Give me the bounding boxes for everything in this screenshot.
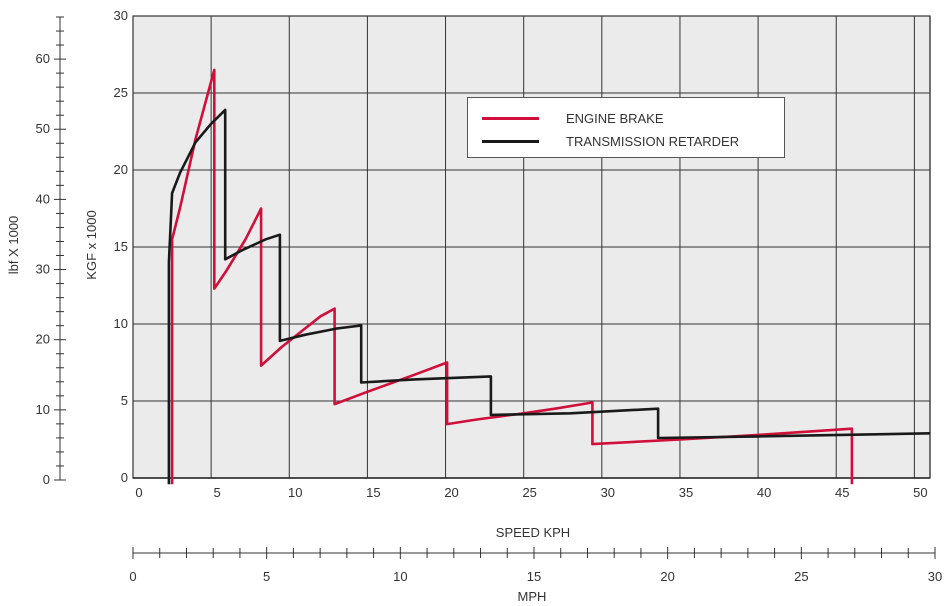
lbf-tick-label-20: 20 <box>36 332 50 347</box>
lbf-tick-label-30: 30 <box>36 262 50 277</box>
mph-tick-label-15: 15 <box>527 569 541 584</box>
mph-tick-label-30: 30 <box>928 569 942 584</box>
lbf-tick-label-10: 10 <box>36 402 50 417</box>
lbf-axis-label: lbf X 1000 <box>6 216 21 275</box>
series-line-transmission-retarder <box>167 108 931 485</box>
mph-tick-label-10: 10 <box>393 569 407 584</box>
lbf-tick-label-0: 0 <box>43 472 50 487</box>
x-tick-label-50: 50 <box>913 485 927 500</box>
mph-tick-label-25: 25 <box>794 569 808 584</box>
x-tick-label-30: 30 <box>601 485 615 500</box>
mph-tick-label-20: 20 <box>660 569 674 584</box>
tick-labels: 0 5 10 15 20 25 30 35 40 45 5005101520253001020304… <box>36 8 943 584</box>
mph-tick-label-5: 5 <box>263 569 270 584</box>
series-line-engine-brake <box>170 68 854 485</box>
x-tick-label-40: 40 <box>757 485 771 500</box>
y-tick-label-30: 30 <box>114 8 128 23</box>
x-tick-label-45: 45 <box>835 485 849 500</box>
lbf-tick-label-40: 40 <box>36 191 50 206</box>
y-tick-label-15: 15 <box>114 239 128 254</box>
grid <box>132 15 931 479</box>
x-tick-label-10: 10 <box>288 485 302 500</box>
lbf-tick-label-50: 50 <box>36 121 50 136</box>
x-axis-label: SPEED KPH <box>496 525 570 540</box>
x-tick-label-15: 15 <box>366 485 380 500</box>
y-tick-label-5: 5 <box>121 393 128 408</box>
lbf-tick-label-60: 60 <box>36 51 50 66</box>
legend-label-transmission-retarder: TRANSMISSION RETARDER <box>566 133 740 149</box>
y-tick-label-20: 20 <box>114 162 128 177</box>
y-tick-label-25: 25 <box>114 85 128 100</box>
legend-label-engine-brake: ENGINE BRAKE <box>566 110 664 126</box>
y-axis-label: KGF x 1000 <box>84 210 99 279</box>
axes <box>54 16 936 559</box>
mph-axis-label: MPH <box>518 589 547 604</box>
legend-swatch-transmission-retarder <box>482 139 539 143</box>
series-lines <box>167 68 931 485</box>
x-tick-label-5: 5 <box>214 485 221 500</box>
x-tick-label-20: 20 <box>444 485 458 500</box>
y-tick-label-10: 10 <box>114 316 128 331</box>
x-tick-label-0: 0 <box>135 485 142 500</box>
x-tick-label-35: 35 <box>679 485 693 500</box>
mph-tick-label-0: 0 <box>129 569 136 584</box>
legend: ENGINE BRAKE TRANSMISSION RETARDER <box>467 97 785 158</box>
y-tick-label-0: 0 <box>121 470 128 485</box>
legend-swatch-engine-brake <box>482 116 539 120</box>
x-tick-label-25: 25 <box>522 485 536 500</box>
